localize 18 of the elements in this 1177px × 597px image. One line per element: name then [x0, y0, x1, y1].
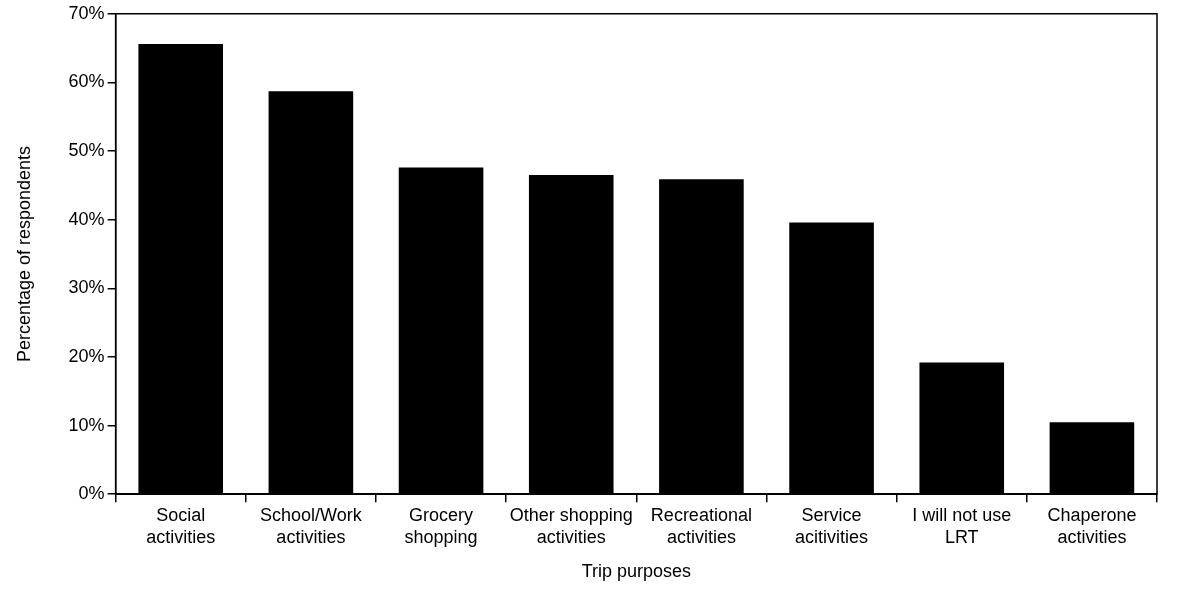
y-tick-label: 10%	[68, 414, 105, 435]
x-tick-label: I will not use LRT	[912, 504, 1012, 547]
x-tick-label: Social activities	[146, 504, 216, 547]
y-tick-label: 0%	[78, 483, 105, 504]
x-tick-label: School/Work activities	[260, 504, 363, 547]
x-tick-label: Service acitivities	[795, 504, 869, 547]
x-tick-label: Chaperone activities	[1047, 504, 1137, 547]
y-tick-label: 50%	[68, 140, 105, 161]
y-axis-title: Percentage of respondents	[13, 145, 34, 363]
x-axis-title: Trip purposes	[581, 561, 692, 582]
x-tick-label: Grocery shopping	[404, 504, 478, 547]
y-tick-label: 30%	[68, 277, 105, 298]
y-tick-label: 70%	[68, 2, 105, 23]
y-tick-label: 60%	[68, 71, 105, 92]
x-tick-label: Recreational activities	[650, 504, 752, 547]
x-tick-label: Other shopping activities	[509, 504, 633, 547]
y-tick-label: 40%	[68, 208, 105, 229]
y-tick-label: 20%	[68, 345, 105, 366]
